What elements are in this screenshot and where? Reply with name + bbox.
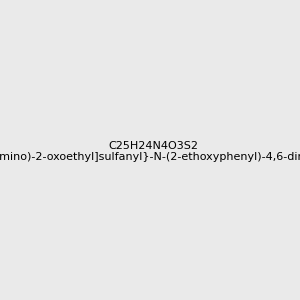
Text: C25H24N4O3S2
2-{[2-(1,3-benzothiazol-2-ylamino)-2-oxoethyl]sulfanyl}-N-(2-ethoxy: C25H24N4O3S2 2-{[2-(1,3-benzothiazol-2-y…	[0, 141, 300, 162]
